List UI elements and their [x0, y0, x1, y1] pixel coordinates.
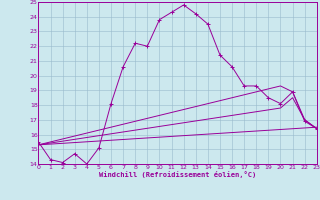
X-axis label: Windchill (Refroidissement éolien,°C): Windchill (Refroidissement éolien,°C)	[99, 171, 256, 178]
